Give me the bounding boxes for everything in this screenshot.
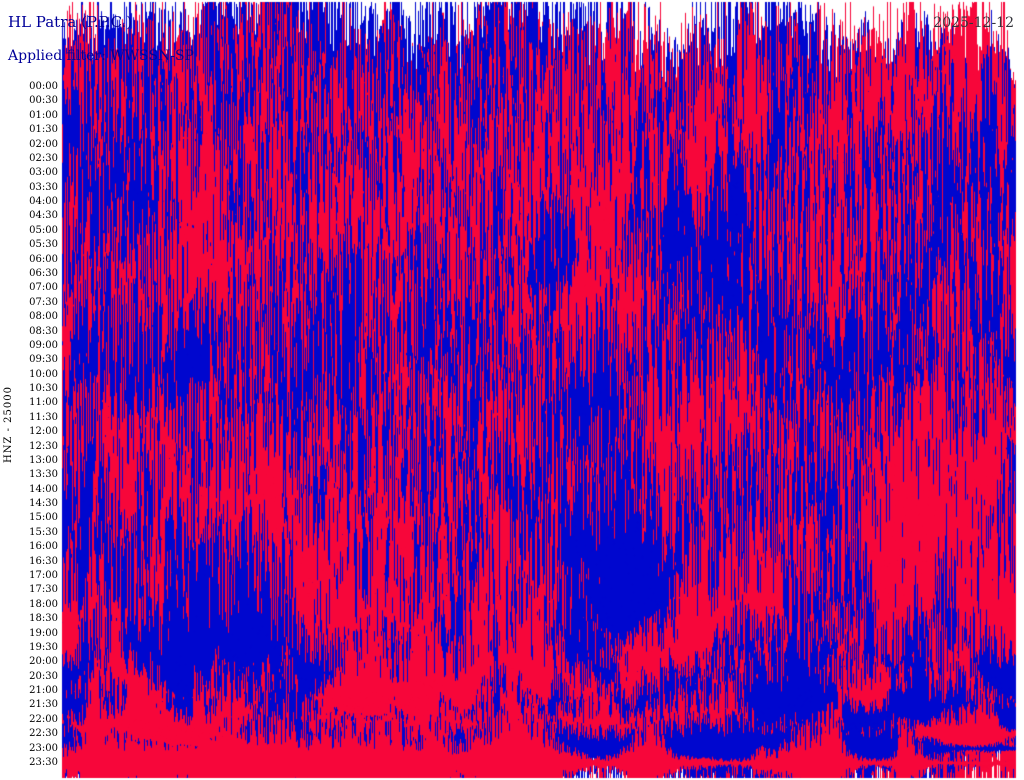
time-label: 20:30 bbox=[29, 670, 58, 682]
time-label: 04:00 bbox=[29, 196, 58, 208]
time-label: 11:30 bbox=[29, 411, 58, 423]
date-label: 2025-12-12 bbox=[933, 15, 1014, 31]
time-label: 19:00 bbox=[29, 627, 58, 639]
time-label: 00:00 bbox=[29, 81, 58, 92]
time-label: 17:00 bbox=[29, 570, 58, 582]
time-label: 12:00 bbox=[29, 426, 58, 438]
time-label: 02:30 bbox=[29, 152, 58, 164]
filter-label: Applied filter: WWSSN-SP bbox=[8, 48, 194, 64]
time-label: 12:30 bbox=[29, 440, 58, 452]
time-label: 08:00 bbox=[29, 311, 58, 323]
time-label: 01:00 bbox=[29, 109, 58, 121]
time-axis: 00:00 00:30 01:00 01:30 02:00 02:30 03:00 03:30… bbox=[0, 0, 58, 780]
time-label: 06:30 bbox=[29, 267, 58, 279]
time-label: 18:00 bbox=[29, 598, 58, 610]
time-label: 13:00 bbox=[29, 454, 58, 466]
time-label: 09:30 bbox=[29, 354, 58, 366]
time-label: 16:30 bbox=[29, 555, 58, 567]
time-label: 00:30 bbox=[29, 95, 58, 107]
time-label: 22:30 bbox=[29, 728, 58, 740]
time-label: 04:30 bbox=[29, 210, 58, 222]
time-label: 22:00 bbox=[29, 713, 58, 725]
station-title: HL Patra (P.P.C.) bbox=[8, 13, 133, 31]
time-label: 19:30 bbox=[29, 641, 58, 653]
time-label: 18:30 bbox=[29, 613, 58, 625]
time-label: 15:00 bbox=[29, 512, 58, 524]
time-label: 11:00 bbox=[29, 397, 58, 409]
time-label: 10:30 bbox=[29, 383, 58, 395]
time-label: 09:00 bbox=[29, 339, 58, 351]
time-label: 05:30 bbox=[29, 239, 58, 251]
time-label: 23:30 bbox=[29, 757, 58, 768]
time-label: 21:00 bbox=[29, 685, 58, 697]
time-label: 06:00 bbox=[29, 253, 58, 265]
time-label: 16:00 bbox=[29, 541, 58, 553]
time-label: 15:30 bbox=[29, 526, 58, 538]
time-label: 05:00 bbox=[29, 224, 58, 236]
time-label: 20:00 bbox=[29, 656, 58, 668]
time-label: 13:30 bbox=[29, 469, 58, 481]
time-label: 07:30 bbox=[29, 296, 58, 308]
time-label: 23:00 bbox=[29, 742, 58, 754]
time-label: 21:30 bbox=[29, 699, 58, 711]
time-label: 14:30 bbox=[29, 498, 58, 510]
time-label: 02:00 bbox=[29, 138, 58, 150]
time-label: 01:30 bbox=[29, 124, 58, 136]
time-label: 08:30 bbox=[29, 325, 58, 337]
time-label: 07:00 bbox=[29, 282, 58, 294]
time-label: 17:30 bbox=[29, 584, 58, 596]
time-label: 10:00 bbox=[29, 368, 58, 380]
time-label: 03:00 bbox=[29, 167, 58, 179]
channel-axis-label: HNZ - 25000 bbox=[3, 386, 14, 463]
time-label: 03:30 bbox=[29, 181, 58, 193]
time-label: 14:00 bbox=[29, 483, 58, 495]
